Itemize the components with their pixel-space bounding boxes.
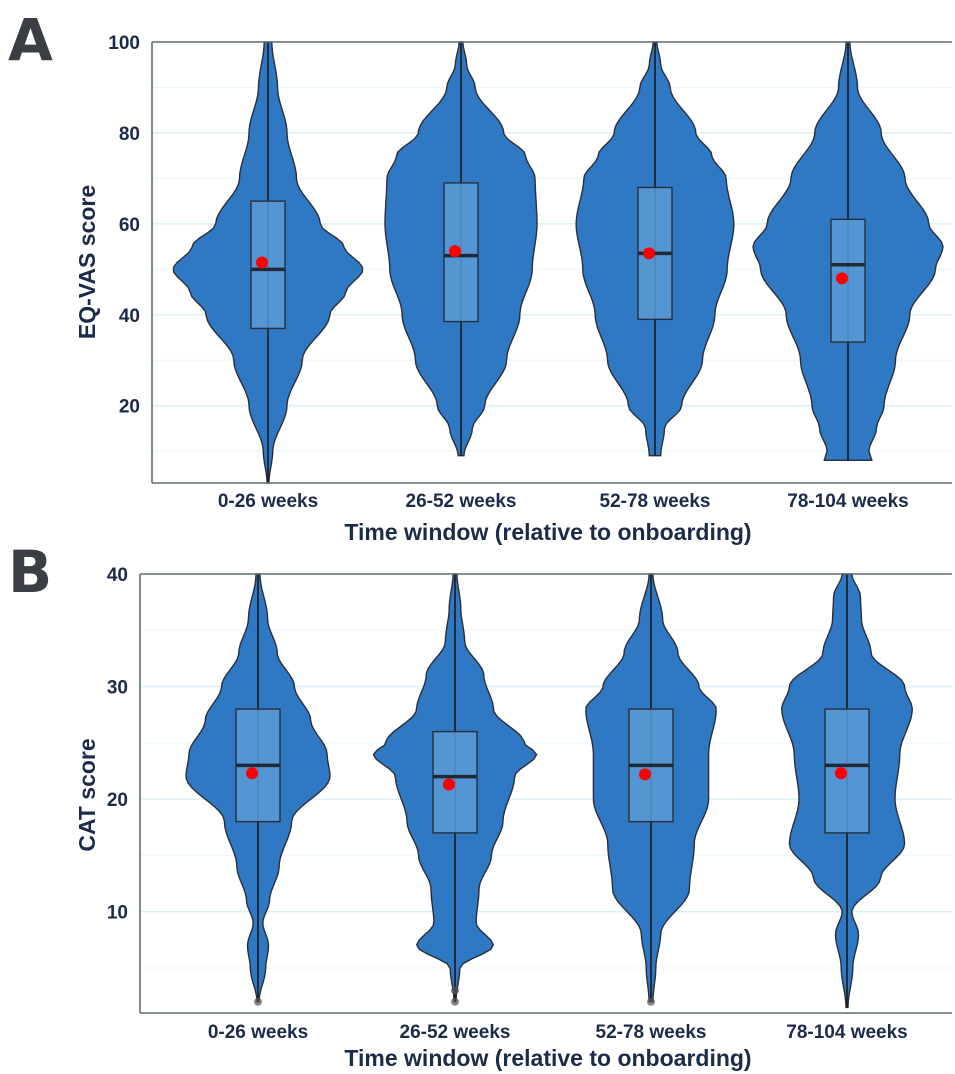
x-tick-labels: 0-26 weeks 26-52 weeks 52-78 weeks 78-104 w… bbox=[218, 491, 909, 512]
box-iqr bbox=[443, 182, 479, 323]
outlier-point bbox=[254, 997, 262, 1006]
y-tick-label: 100 bbox=[108, 33, 140, 54]
y-tick-label: 60 bbox=[119, 215, 140, 236]
y-tick-labels: 10 20 30 40 bbox=[107, 565, 128, 924]
mean-point bbox=[643, 247, 655, 260]
y-tick-label: 10 bbox=[107, 903, 128, 924]
y-axis-title: EQ-VAS score bbox=[74, 185, 100, 339]
y-tick-label: 20 bbox=[119, 397, 140, 418]
x-axis-title: Time window (relative to onboarding) bbox=[344, 1045, 751, 1071]
axes bbox=[151, 41, 952, 484]
violins bbox=[185, 573, 914, 1009]
y-tick-labels: 20 40 60 80 100 bbox=[108, 33, 140, 418]
x-tick-label: 26-52 weeks bbox=[400, 1022, 511, 1043]
mean-point bbox=[449, 245, 461, 258]
y-tick-label: 40 bbox=[107, 565, 128, 586]
box-iqr bbox=[830, 218, 866, 343]
box-iqr bbox=[250, 200, 286, 330]
violin-group bbox=[575, 41, 735, 457]
violin-group bbox=[780, 573, 914, 1009]
violin-group bbox=[752, 41, 944, 462]
outlier-point bbox=[451, 997, 459, 1006]
y-tick-label: 80 bbox=[119, 124, 140, 145]
x-tick-label: 78-104 weeks bbox=[786, 1022, 908, 1043]
mean-point bbox=[639, 768, 651, 781]
violin-group bbox=[185, 573, 331, 1006]
outlier-point bbox=[451, 986, 459, 995]
mean-point bbox=[256, 256, 268, 269]
violins bbox=[172, 41, 944, 484]
y-tick-label: 40 bbox=[119, 306, 140, 327]
mean-point bbox=[246, 767, 258, 780]
box-iqr bbox=[824, 708, 870, 834]
violin-group bbox=[384, 41, 538, 457]
panel-label: B bbox=[8, 538, 52, 606]
x-tick-label: 52-78 weeks bbox=[600, 491, 711, 512]
x-tick-label: 52-78 weeks bbox=[596, 1022, 707, 1043]
panel-label: A bbox=[8, 6, 53, 74]
outlier-point bbox=[647, 997, 655, 1006]
x-tick-label: 0-26 weeks bbox=[218, 491, 318, 512]
x-tick-label: 0-26 weeks bbox=[208, 1022, 308, 1043]
x-tick-label: 26-52 weeks bbox=[406, 491, 517, 512]
x-axis-title: Time window (relative to onboarding) bbox=[344, 519, 751, 545]
mean-point bbox=[835, 767, 847, 780]
panel-b: B 10 20 30 40 0-26 weeks 26-52 weeks 52-78 we… bbox=[8, 538, 952, 1071]
violin-group bbox=[372, 573, 538, 1006]
x-tick-label: 78-104 weeks bbox=[787, 491, 909, 512]
violin-group bbox=[585, 573, 717, 1006]
mean-point bbox=[836, 272, 848, 285]
y-axis-title: CAT score bbox=[74, 738, 100, 851]
violin-group bbox=[172, 41, 364, 484]
box-iqr bbox=[432, 730, 478, 834]
axes bbox=[139, 573, 952, 1014]
y-tick-label: 30 bbox=[107, 678, 128, 699]
mean-point bbox=[443, 778, 455, 791]
panel-a: A 20 40 60 80 100 0-26 weeks 26-52 weeks 52-78… bbox=[8, 6, 952, 545]
y-tick-label: 20 bbox=[107, 790, 128, 811]
x-tick-labels: 0-26 weeks 26-52 weeks 52-78 weeks 78-104 w… bbox=[208, 1022, 908, 1043]
